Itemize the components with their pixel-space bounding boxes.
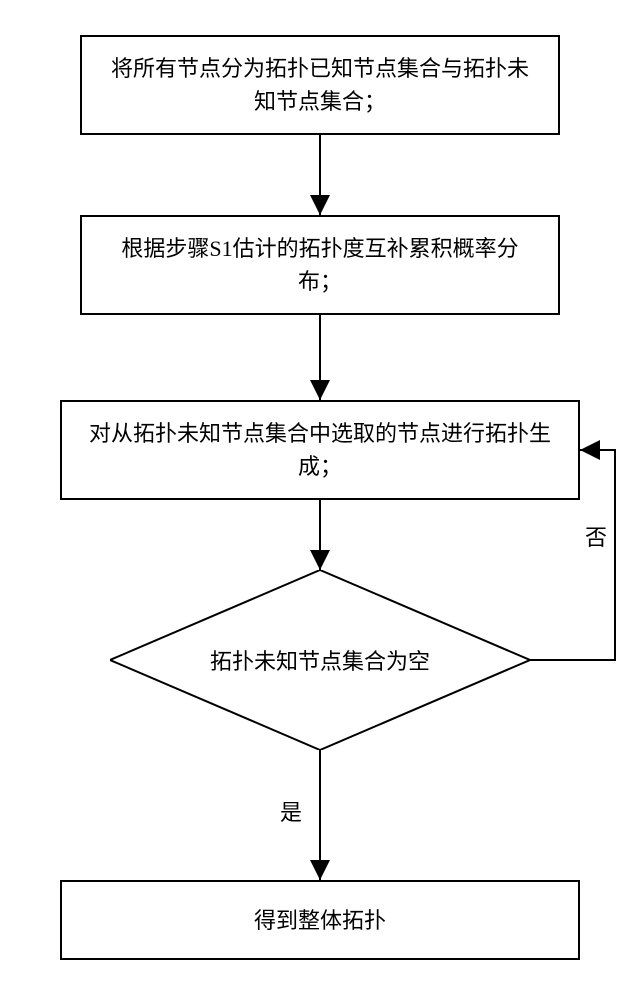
node-text: 将所有节点分为拓扑已知节点集合与拓扑未知节点集合； bbox=[102, 52, 538, 118]
node-decision-empty: 拓扑未知节点集合为空 bbox=[110, 570, 530, 750]
node-estimate-distribution: 根据步骤S1估计的拓扑度互补累积概率分布； bbox=[80, 215, 560, 315]
edges-layer bbox=[0, 0, 643, 1000]
node-text: 对从拓扑未知节点集合中选取的节点进行拓扑生成； bbox=[82, 417, 558, 483]
node-text: 根据步骤S1估计的拓扑度互补累积概率分布； bbox=[102, 232, 538, 298]
node-generate-topology: 对从拓扑未知节点集合中选取的节点进行拓扑生成； bbox=[60, 400, 580, 500]
node-text: 得到整体拓扑 bbox=[254, 904, 386, 937]
edge-label-yes: 是 bbox=[280, 795, 302, 827]
label-text: 是 bbox=[280, 800, 302, 825]
node-result: 得到整体拓扑 bbox=[60, 880, 580, 960]
node-text: 拓扑未知节点集合为空 bbox=[210, 644, 430, 676]
label-text: 否 bbox=[585, 525, 607, 550]
node-split-sets: 将所有节点分为拓扑已知节点集合与拓扑未知节点集合； bbox=[80, 35, 560, 135]
edge-label-no: 否 bbox=[585, 520, 607, 552]
flowchart-canvas: 将所有节点分为拓扑已知节点集合与拓扑未知节点集合； 根据步骤S1估计的拓扑度互补… bbox=[0, 0, 643, 1000]
